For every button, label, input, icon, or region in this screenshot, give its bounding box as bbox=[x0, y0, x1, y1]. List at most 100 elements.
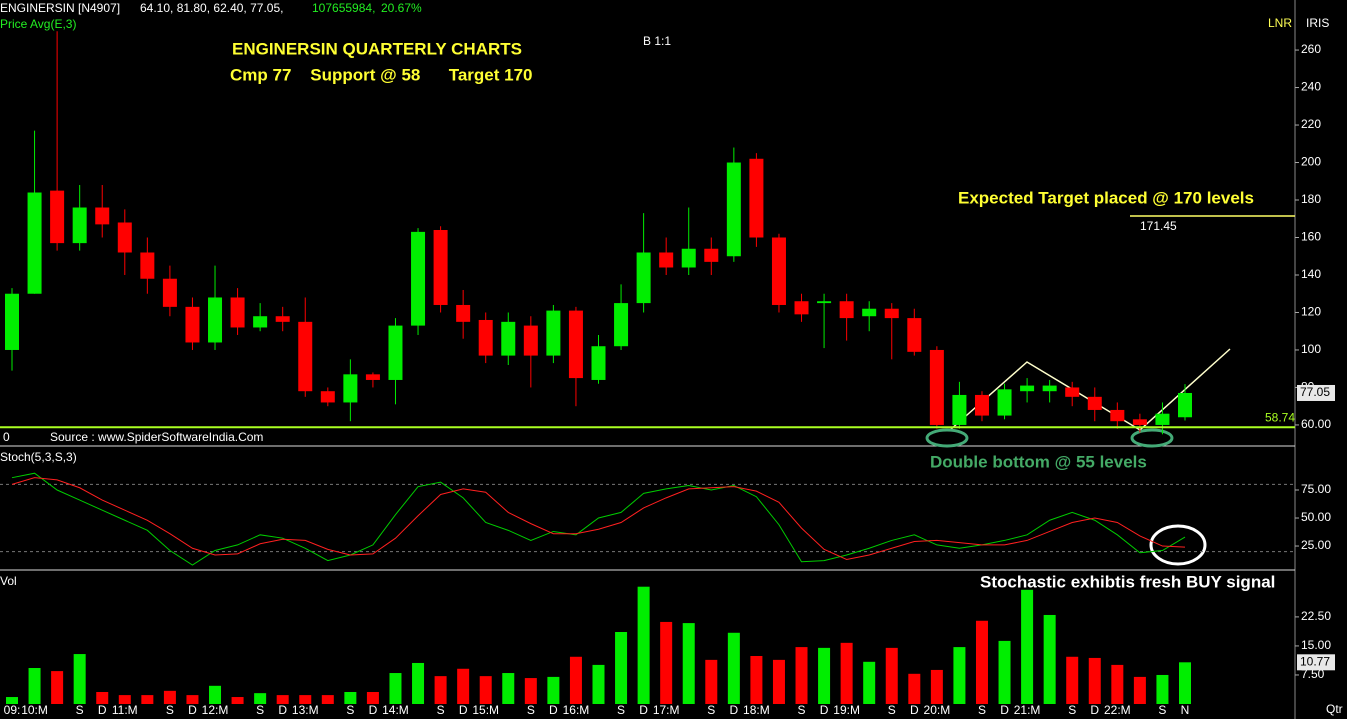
volume-bar bbox=[276, 695, 289, 704]
x-tick-label: S bbox=[527, 703, 535, 717]
x-tick-label: 21:M bbox=[1014, 703, 1041, 717]
volume-bar bbox=[163, 690, 176, 704]
volume-bar bbox=[457, 668, 470, 704]
x-tick-label: 11:M bbox=[112, 703, 138, 717]
x-tick-label: 19:M bbox=[833, 703, 860, 717]
y-tick-label: 140 bbox=[1301, 267, 1321, 281]
symbol: ENGINERSIN [N4907] bbox=[0, 1, 120, 15]
candle-body bbox=[185, 306, 200, 343]
indicator: Price Avg(E,3) bbox=[0, 17, 76, 31]
last-box bbox=[1297, 654, 1335, 671]
x-tick-label: 14:M bbox=[382, 703, 409, 717]
x-tick-label: D bbox=[549, 703, 558, 717]
volume-bar bbox=[953, 647, 966, 704]
subtitle: Cmp 77 Support @ 58 Target 170 bbox=[230, 65, 533, 84]
y-tick-label: 60.00 bbox=[1301, 417, 1331, 431]
x-tick-label: S bbox=[888, 703, 896, 717]
candle-body bbox=[320, 391, 335, 403]
volume-bar bbox=[231, 697, 244, 704]
y-tick-label: 22.50 bbox=[1301, 609, 1331, 623]
volume-bar bbox=[840, 642, 853, 704]
volume-bar bbox=[975, 620, 988, 704]
volume-bar bbox=[73, 654, 86, 704]
candle-body bbox=[659, 252, 674, 268]
candle-body bbox=[568, 310, 583, 379]
x-tick-label: S bbox=[437, 703, 445, 717]
candle-body bbox=[704, 248, 719, 262]
level-label: 171.45 bbox=[1140, 219, 1177, 233]
x-tick-label: 17:M bbox=[653, 703, 680, 717]
candle-body bbox=[5, 293, 19, 350]
x-tick-label: N bbox=[1181, 703, 1190, 717]
volume-bar bbox=[818, 647, 831, 704]
volume-bar bbox=[6, 697, 18, 704]
x-tick-label: D bbox=[820, 703, 829, 717]
x-tick-label: D bbox=[459, 703, 468, 717]
volume-bar bbox=[1021, 589, 1034, 704]
candle-body bbox=[230, 297, 245, 328]
stoch-line bbox=[11, 477, 1186, 560]
candle-body bbox=[1178, 392, 1192, 418]
volume-bar bbox=[930, 669, 943, 704]
stoch-line bbox=[11, 472, 1186, 566]
x-tick-label: D bbox=[188, 703, 197, 717]
candle-body bbox=[50, 190, 65, 244]
y-tick-label: 240 bbox=[1301, 80, 1321, 94]
volume: 107655984, bbox=[312, 1, 375, 15]
volume-bar bbox=[615, 632, 628, 704]
x-tick-label: 22:M bbox=[1104, 703, 1131, 717]
y-tick-label: 15.00 bbox=[1301, 638, 1331, 652]
bottom-marker bbox=[925, 428, 969, 448]
volume-bar bbox=[908, 673, 921, 704]
ohlc: 64.10, 81.80, 62.40, 77.05, bbox=[140, 1, 283, 15]
volume-bar bbox=[1179, 662, 1191, 704]
candle-body bbox=[253, 316, 268, 328]
volume-bar bbox=[1111, 664, 1124, 704]
candle-body bbox=[771, 237, 786, 305]
volume-bar bbox=[1066, 656, 1079, 704]
x-tick-label: D bbox=[1090, 703, 1099, 717]
x-tick-label: D bbox=[730, 703, 739, 717]
x-tick-label: 16:M bbox=[563, 703, 590, 717]
x-tick-label: 20:M bbox=[924, 703, 951, 717]
volume-bar bbox=[321, 695, 334, 704]
last-label: 77.05 bbox=[1300, 385, 1330, 399]
y-tick-label: 200 bbox=[1301, 155, 1321, 169]
y-tick-label: 7.50 bbox=[1301, 667, 1325, 681]
volume-bar bbox=[637, 586, 650, 704]
candle-body bbox=[591, 346, 606, 380]
x-tick-label: D bbox=[278, 703, 287, 717]
x-tick-label: S bbox=[617, 703, 625, 717]
candle-body bbox=[794, 301, 809, 315]
candle-body bbox=[140, 252, 155, 279]
level-label: 58.74 bbox=[1265, 410, 1295, 424]
volume-bar bbox=[592, 664, 605, 704]
candle-body bbox=[95, 207, 110, 225]
candle-body bbox=[523, 325, 538, 356]
volume-bar bbox=[254, 693, 267, 704]
x-tick-label: D bbox=[98, 703, 107, 717]
candle-body bbox=[907, 318, 922, 352]
candle-body bbox=[1132, 419, 1147, 425]
volume-bar bbox=[569, 656, 582, 704]
x-tick-label: S bbox=[256, 703, 264, 717]
y-tick-label: 50.00 bbox=[1301, 510, 1331, 524]
volume-bar bbox=[547, 676, 560, 704]
candle-body bbox=[1155, 413, 1170, 425]
candle-body bbox=[117, 222, 132, 253]
lnr: LNR bbox=[1268, 16, 1292, 30]
x-tick-label: S bbox=[166, 703, 174, 717]
volume-bar bbox=[863, 661, 876, 704]
zero: 0 bbox=[3, 430, 10, 444]
volume-bar bbox=[209, 685, 222, 704]
candle-body bbox=[884, 308, 899, 319]
x-tick-label: 10:M bbox=[21, 703, 48, 717]
candle-body bbox=[749, 158, 764, 238]
volume-bar bbox=[795, 647, 808, 704]
y-tick-label: 160 bbox=[1301, 230, 1321, 244]
x-tick-label: 15:M bbox=[472, 703, 499, 717]
scale: B 1:1 bbox=[643, 34, 671, 48]
candle-body bbox=[501, 321, 516, 356]
y-tick-label: 220 bbox=[1301, 117, 1321, 131]
